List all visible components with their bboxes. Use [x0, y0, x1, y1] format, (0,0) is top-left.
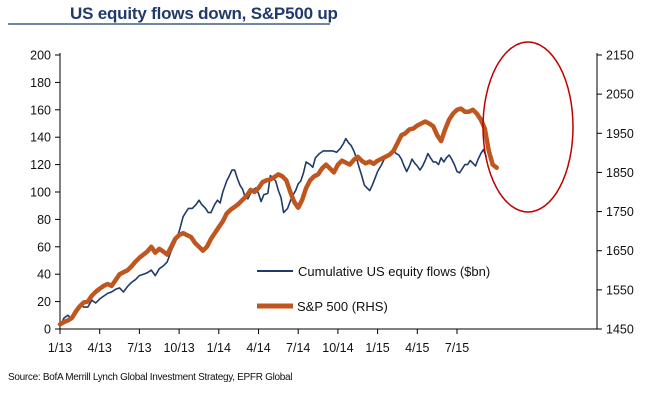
x-axis-tick-label: 10/13	[163, 341, 194, 355]
x-axis-tick-label: 7/15	[445, 341, 469, 355]
highlight-ellipse	[482, 41, 574, 213]
x-axis-tick-label: 7/13	[127, 341, 151, 355]
left-axis-tick-label: 140	[30, 131, 51, 145]
left-axis-tick-label: 120	[30, 158, 51, 172]
x-axis-tick-label: 1/15	[365, 341, 389, 355]
series-line-sp500	[57, 106, 499, 327]
left-axis-tick-label: 0	[44, 323, 51, 337]
right-axis-tick-label: 1950	[606, 127, 634, 141]
right-axis-tick-label: 1550	[606, 283, 634, 297]
x-axis-tick-label: 4/14	[246, 341, 270, 355]
x-axis-tick-label: 1/13	[48, 341, 72, 355]
right-axis-tick-label: 2150	[606, 49, 634, 63]
left-axis-tick-label: 80	[37, 213, 51, 227]
right-axis-tick-label: 1850	[606, 166, 634, 180]
left-axis-tick-label: 100	[30, 186, 51, 200]
legend-label-sp500: S&P 500 (RHS)	[297, 299, 388, 314]
series-line-flows	[59, 137, 487, 328]
left-axis-tick-label: 20	[37, 295, 51, 309]
right-axis-tick-label: 1750	[606, 205, 634, 219]
x-axis-tick-label: 4/15	[405, 341, 429, 355]
right-axis-tick-label: 1450	[606, 323, 634, 337]
x-axis-tick-label: 4/13	[88, 341, 112, 355]
x-axis-tick-label: 1/14	[207, 341, 231, 355]
left-axis-tick-label: 60	[37, 240, 51, 254]
left-axis-tick-label: 160	[30, 103, 51, 117]
right-axis-tick-label: 1650	[606, 244, 634, 258]
x-axis-tick-label: 7/14	[286, 341, 310, 355]
chart-title: US equity flows down, S&P500 up	[70, 4, 338, 23]
title-underline	[8, 23, 330, 25]
source-note: Source: BofA Merrill Lynch Global Invest…	[8, 372, 293, 383]
x-axis-tick-label: 10/14	[322, 341, 353, 355]
left-axis-tick-label: 200	[30, 49, 51, 63]
legend-label-flows: Cumulative US equity flows ($bn)	[298, 264, 490, 279]
left-axis-tick-label: 180	[30, 76, 51, 90]
left-axis-tick-label: 40	[37, 268, 51, 282]
right-axis-tick-label: 2050	[606, 88, 634, 102]
